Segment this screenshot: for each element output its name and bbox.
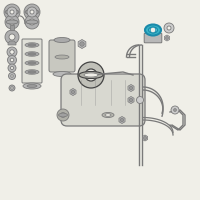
Ellipse shape — [55, 55, 69, 59]
Circle shape — [144, 136, 146, 140]
Ellipse shape — [25, 9, 39, 15]
Circle shape — [120, 118, 124, 122]
Ellipse shape — [145, 24, 161, 36]
Polygon shape — [164, 35, 170, 41]
Ellipse shape — [25, 61, 39, 65]
Circle shape — [8, 72, 16, 79]
Ellipse shape — [26, 20, 38, 24]
Ellipse shape — [58, 113, 68, 117]
Circle shape — [30, 10, 34, 14]
Ellipse shape — [6, 20, 18, 24]
Circle shape — [10, 10, 14, 14]
Circle shape — [29, 19, 35, 25]
Ellipse shape — [79, 72, 103, 78]
FancyBboxPatch shape — [22, 39, 42, 83]
Ellipse shape — [148, 27, 158, 33]
Circle shape — [24, 4, 40, 20]
Polygon shape — [78, 40, 86, 48]
Circle shape — [174, 108, 177, 112]
Polygon shape — [70, 88, 76, 96]
Circle shape — [9, 34, 15, 40]
FancyBboxPatch shape — [61, 74, 145, 126]
Ellipse shape — [5, 9, 19, 15]
Circle shape — [29, 8, 36, 16]
Circle shape — [166, 36, 168, 40]
Ellipse shape — [28, 44, 36, 46]
Ellipse shape — [25, 70, 39, 74]
Ellipse shape — [28, 53, 36, 55]
Circle shape — [27, 7, 37, 17]
Circle shape — [8, 64, 16, 72]
Circle shape — [71, 90, 75, 94]
Circle shape — [5, 30, 19, 44]
Circle shape — [80, 42, 84, 46]
Circle shape — [57, 109, 69, 121]
Bar — [10, 25, 14, 30]
Ellipse shape — [28, 62, 36, 64]
Circle shape — [85, 69, 97, 81]
Circle shape — [129, 98, 133, 102]
Ellipse shape — [54, 38, 70, 43]
Polygon shape — [8, 41, 16, 45]
Circle shape — [10, 58, 14, 62]
Polygon shape — [119, 116, 125, 123]
Circle shape — [7, 7, 17, 17]
Ellipse shape — [84, 73, 98, 77]
Circle shape — [25, 15, 39, 29]
Polygon shape — [128, 84, 134, 92]
Circle shape — [9, 19, 15, 25]
Ellipse shape — [105, 114, 111, 116]
Circle shape — [129, 86, 133, 90]
Ellipse shape — [23, 83, 41, 89]
Circle shape — [8, 55, 16, 64]
Circle shape — [136, 97, 144, 104]
Circle shape — [171, 106, 179, 114]
Circle shape — [167, 26, 171, 30]
Circle shape — [150, 27, 156, 33]
Ellipse shape — [102, 112, 114, 117]
Circle shape — [11, 87, 13, 89]
Circle shape — [78, 62, 104, 88]
Circle shape — [60, 112, 66, 117]
Circle shape — [5, 15, 19, 29]
Circle shape — [10, 66, 14, 70]
Polygon shape — [142, 135, 148, 141]
Circle shape — [7, 47, 17, 57]
Circle shape — [10, 50, 14, 54]
Circle shape — [8, 8, 16, 16]
FancyBboxPatch shape — [144, 33, 162, 43]
Circle shape — [4, 4, 20, 20]
Ellipse shape — [28, 71, 36, 73]
FancyBboxPatch shape — [49, 40, 75, 72]
Ellipse shape — [25, 43, 39, 47]
Polygon shape — [128, 97, 134, 104]
Circle shape — [11, 75, 13, 77]
Ellipse shape — [27, 84, 37, 88]
Ellipse shape — [53, 72, 71, 76]
Circle shape — [9, 85, 15, 91]
Ellipse shape — [25, 52, 39, 56]
Circle shape — [164, 23, 174, 33]
